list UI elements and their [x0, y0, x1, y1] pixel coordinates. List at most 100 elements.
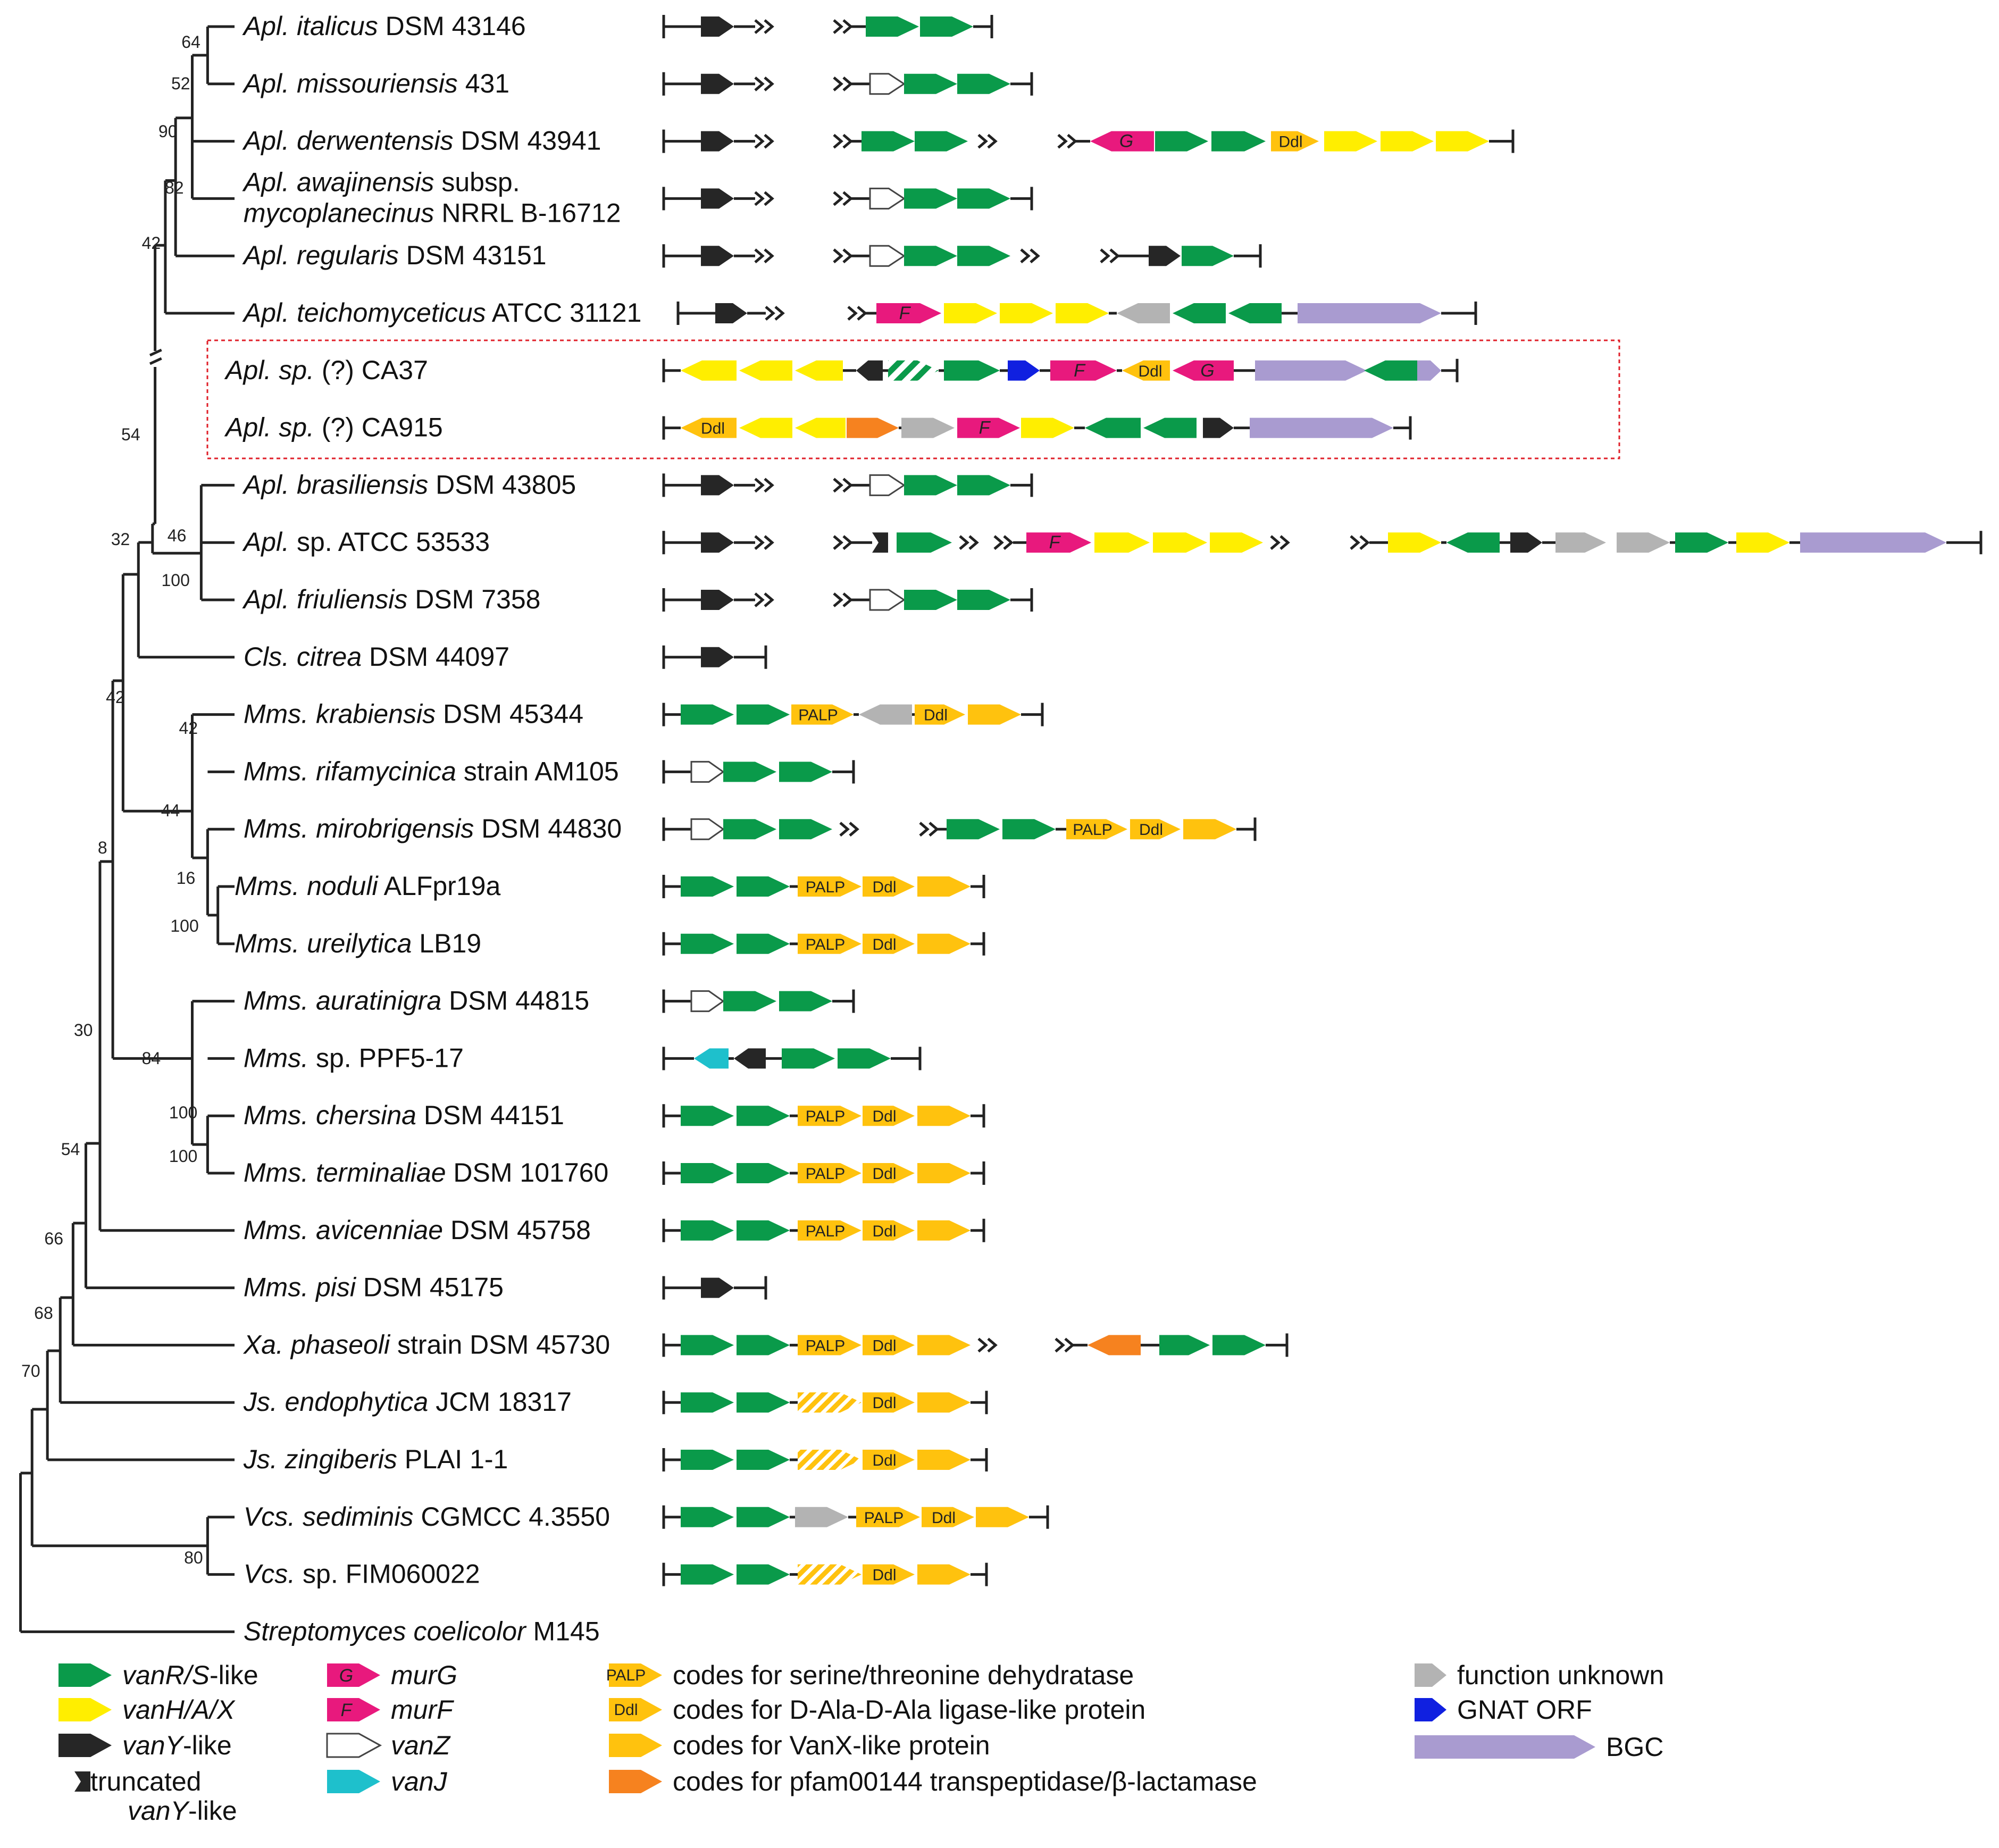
gene-arrow [838, 1048, 891, 1069]
gene-arrow [739, 360, 792, 381]
svg-text:vanY-like: vanY-like [122, 1730, 232, 1760]
gene-arrow [1173, 303, 1226, 323]
taxon-label: Mms. pisi DSM 45175 [244, 1273, 504, 1302]
legend: vanR/S-likevanH/A/XvanY-liketruncatedvan… [58, 1660, 1664, 1826]
gene-arrow [917, 1106, 971, 1126]
gene-label: G [1200, 361, 1214, 381]
gene-cluster-row: F Ddl G [662, 358, 1459, 382]
gene-arrow [863, 1335, 915, 1356]
bootstrap-value: 100 [161, 571, 189, 590]
svg-text:F: F [341, 1700, 353, 1720]
gene-cluster-row [662, 645, 767, 669]
taxon-label: Apl. italicus DSM 43146 [242, 11, 526, 41]
gene-arrow [1555, 532, 1606, 553]
gene-arrow [1210, 532, 1263, 553]
taxon-label: Apl. teichomyceticus ATCC 31121 [242, 298, 642, 328]
gene-arrow [917, 1392, 971, 1413]
bootstrap-value: 64 [181, 32, 200, 52]
taxon-labels: Apl. italicus DSM 43146 Apl. missouriensi… [224, 11, 641, 1646]
gene-arrow [863, 1106, 915, 1126]
gene-cluster-row: PALP Ddl [662, 1161, 985, 1185]
legend-item: codes for pfam00144 transpeptidase/β-lac… [609, 1767, 1257, 1796]
gene-arrow [866, 16, 919, 37]
legend-item: vanY-like [58, 1730, 232, 1760]
bootstrap-value: 44 [161, 801, 180, 820]
gene-arrow [681, 1392, 734, 1413]
gene-arrow [681, 1163, 734, 1183]
gene-arrow [863, 1450, 915, 1470]
gene-arrow [917, 876, 971, 897]
gene-arrow [1617, 532, 1670, 553]
bootstrap-value: 70 [21, 1361, 40, 1381]
gene-label: Ddl [1139, 821, 1163, 839]
gene-arrow [737, 1564, 790, 1585]
gene-cluster-row: F [676, 302, 1477, 325]
gene-arrow [798, 933, 862, 954]
gene-cluster-row: PALP Ddl [662, 1104, 985, 1128]
bootstrap-value: 46 [168, 526, 187, 545]
gene-arrow [798, 1220, 862, 1241]
gene-arrow [1066, 819, 1127, 840]
gene-arrow [1155, 131, 1208, 152]
gene-arrow [944, 360, 1000, 381]
bootstrap-value: 100 [170, 916, 198, 935]
gene-label: F [1074, 361, 1086, 381]
gene-arrow [1381, 131, 1434, 152]
gene-arrow [1364, 360, 1417, 381]
gene-arrow [863, 1163, 915, 1183]
gene-arrow [1149, 246, 1181, 266]
gene-arrow [1183, 819, 1236, 840]
gene-arrow [869, 187, 906, 210]
gene-arrow [1173, 360, 1234, 381]
gene-arrow [863, 1392, 915, 1413]
gene-arrow [701, 1277, 734, 1298]
gene-cluster-row: Ddl [662, 1391, 988, 1415]
taxon-label: Vcs. sp. FIM060022 [244, 1559, 480, 1589]
gene-arrow [739, 417, 792, 438]
gene-label: F [979, 418, 991, 438]
gene-arrow [701, 73, 734, 94]
gene-cluster-row [662, 588, 1033, 612]
gene-arrow [681, 1564, 734, 1585]
gene-arrow [681, 1507, 734, 1527]
gene-arrow [863, 1220, 915, 1241]
svg-text:BGC: BGC [1606, 1732, 1663, 1762]
bootstrap-value: 30 [74, 1021, 93, 1040]
taxon-label: Mms. rifamycinica strain AM105 [244, 756, 619, 786]
taxon-label: Apl. regularis DSM 43151 [242, 240, 547, 270]
gene-arrow [737, 1450, 790, 1470]
svg-text:codes for D-Ala-D-Ala ligase-l: codes for D-Ala-D-Ala ligase-like protei… [673, 1695, 1145, 1725]
gene-cluster-row [662, 244, 1262, 268]
gene-arrow [1298, 303, 1441, 323]
svg-text:vanH/A/X: vanH/A/X [122, 1695, 236, 1725]
gene-arrow [922, 1507, 974, 1527]
gene-arrow [1446, 532, 1500, 553]
gene-arrow [904, 475, 957, 496]
taxon-label: Mms. terminaliae DSM 101760 [244, 1158, 608, 1188]
gene-arrow [1000, 303, 1053, 323]
gene-cluster-row: Ddl [662, 1448, 988, 1471]
gene-arrow [723, 991, 776, 1011]
gene-arrow [1510, 532, 1542, 553]
gene-arrow [957, 188, 1010, 209]
gene-cluster-row [662, 15, 993, 38]
gene-arrow [863, 933, 915, 954]
gene-arrow [920, 16, 973, 37]
gene-arrow [1008, 360, 1040, 381]
gene-cluster-row: PALP Ddl [662, 703, 1044, 726]
gene-arrow [904, 188, 957, 209]
gene-arrow [957, 590, 1010, 610]
svg-text:codes for serine/threonine deh: codes for serine/threonine dehydratase [673, 1660, 1134, 1690]
gene-arrow [1182, 246, 1234, 266]
gene-arrow [798, 1335, 862, 1356]
gene-label: PALP [864, 1509, 904, 1527]
taxon-label: Vcs. sediminis CGMCC 4.3550 [244, 1502, 610, 1532]
gene-arrow [957, 417, 1020, 438]
gene-label: Ddl [701, 420, 725, 438]
taxon-label: Xa. phaseoli strain DSM 45730 [243, 1329, 610, 1359]
taxon-label: Mms. avicenniae DSM 45758 [244, 1215, 591, 1245]
bootstrap-value: 8 [98, 838, 107, 857]
svg-text:murG: murG [391, 1660, 457, 1690]
